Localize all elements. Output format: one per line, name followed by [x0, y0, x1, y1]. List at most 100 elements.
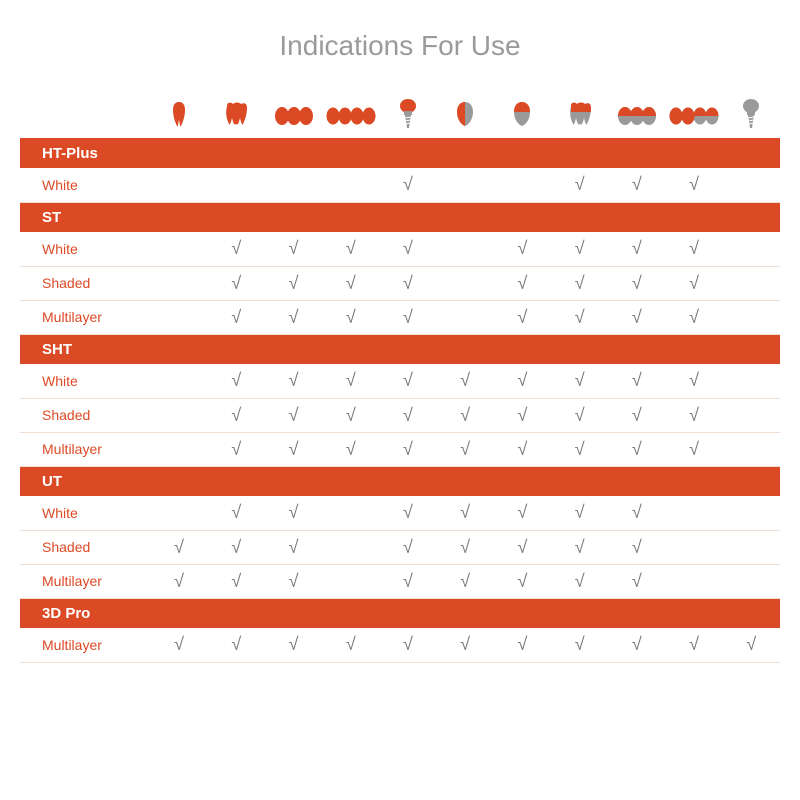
row-label: White — [20, 496, 151, 530]
section-header: 3D Pro — [20, 598, 780, 628]
section-header-label: ST — [20, 202, 780, 232]
check-cell: √ — [379, 628, 436, 662]
table-row: Shaded√√√√√√√√ — [20, 266, 780, 300]
check-cell — [723, 564, 780, 598]
check-cell: √ — [551, 266, 608, 300]
check-cell: √ — [608, 266, 665, 300]
check-cell: √ — [494, 432, 551, 466]
check-cell: √ — [322, 364, 379, 398]
check-cell: √ — [437, 530, 494, 564]
check-cell: √ — [208, 530, 265, 564]
check-cell: √ — [265, 432, 322, 466]
check-cell: √ — [379, 432, 436, 466]
check-cell: √ — [551, 496, 608, 530]
check-cell: √ — [665, 364, 722, 398]
indications-table: HT-PlusWhite√√√√STWhite√√√√√√√√Shaded√√√… — [20, 90, 780, 663]
check-cell: √ — [379, 564, 436, 598]
check-cell: √ — [551, 168, 608, 202]
section-header-label: 3D Pro — [20, 598, 780, 628]
check-cell: √ — [208, 564, 265, 598]
check-cell: √ — [265, 398, 322, 432]
section-header-label: UT — [20, 466, 780, 496]
check-cell — [494, 168, 551, 202]
check-cell — [151, 432, 208, 466]
check-cell: √ — [608, 530, 665, 564]
check-cell: √ — [437, 628, 494, 662]
check-cell: √ — [551, 432, 608, 466]
check-cell: √ — [551, 364, 608, 398]
check-cell — [723, 364, 780, 398]
table-row: Multilayer√√√√√√√√√ — [20, 432, 780, 466]
check-cell: √ — [665, 432, 722, 466]
check-cell: √ — [265, 564, 322, 598]
table-row: Shaded√√√√√√√√√ — [20, 398, 780, 432]
table-row: Shaded√√√√√√√√ — [20, 530, 780, 564]
check-cell: √ — [494, 232, 551, 266]
check-cell: √ — [151, 628, 208, 662]
check-cell: √ — [437, 564, 494, 598]
check-cell — [322, 496, 379, 530]
check-cell: √ — [551, 300, 608, 334]
check-cell — [265, 168, 322, 202]
check-cell: √ — [494, 266, 551, 300]
check-cell — [437, 168, 494, 202]
check-cell: √ — [151, 564, 208, 598]
check-cell: √ — [437, 364, 494, 398]
check-cell — [723, 432, 780, 466]
check-cell — [151, 232, 208, 266]
check-cell: √ — [379, 398, 436, 432]
table-row: Multilayer√√√√√√√√√√√ — [20, 628, 780, 662]
section-header: UT — [20, 466, 780, 496]
check-cell: √ — [551, 564, 608, 598]
check-cell: √ — [494, 364, 551, 398]
check-cell: √ — [608, 628, 665, 662]
header-spacer — [20, 90, 151, 138]
four-unit-half-icon — [665, 90, 722, 138]
check-cell — [665, 564, 722, 598]
check-cell: √ — [379, 232, 436, 266]
section-header: SHT — [20, 334, 780, 364]
check-cell — [723, 232, 780, 266]
check-cell — [151, 496, 208, 530]
check-cell — [322, 530, 379, 564]
check-cell: √ — [379, 300, 436, 334]
check-cell — [322, 168, 379, 202]
check-cell — [151, 398, 208, 432]
table-row: White√√√√√√√√ — [20, 232, 780, 266]
check-cell: √ — [437, 432, 494, 466]
check-cell: √ — [322, 232, 379, 266]
check-cell — [437, 300, 494, 334]
check-cell: √ — [608, 364, 665, 398]
three-unit-gray-icon — [608, 90, 665, 138]
check-cell: √ — [608, 432, 665, 466]
check-cell: √ — [494, 530, 551, 564]
row-label: Multilayer — [20, 432, 151, 466]
check-cell — [437, 266, 494, 300]
check-cell: √ — [322, 398, 379, 432]
check-cell: √ — [551, 530, 608, 564]
check-cell: √ — [608, 398, 665, 432]
molar-red-icon — [208, 90, 265, 138]
check-cell: √ — [494, 398, 551, 432]
check-cell: √ — [322, 300, 379, 334]
check-cell: √ — [608, 232, 665, 266]
four-unit-red-icon — [322, 90, 379, 138]
check-cell: √ — [265, 300, 322, 334]
row-label: White — [20, 364, 151, 398]
row-label: White — [20, 168, 151, 202]
check-cell: √ — [379, 364, 436, 398]
check-cell: √ — [608, 300, 665, 334]
veneer-red-icon — [437, 90, 494, 138]
molar-gray-icon — [551, 90, 608, 138]
check-cell: √ — [208, 364, 265, 398]
check-cell: √ — [265, 364, 322, 398]
check-cell: √ — [379, 496, 436, 530]
table-row: White√√√√ — [20, 168, 780, 202]
check-cell: √ — [322, 432, 379, 466]
check-cell: √ — [208, 496, 265, 530]
check-cell: √ — [665, 628, 722, 662]
check-cell: √ — [265, 530, 322, 564]
three-unit-red-icon — [265, 90, 322, 138]
check-cell: √ — [379, 266, 436, 300]
check-cell: √ — [208, 232, 265, 266]
